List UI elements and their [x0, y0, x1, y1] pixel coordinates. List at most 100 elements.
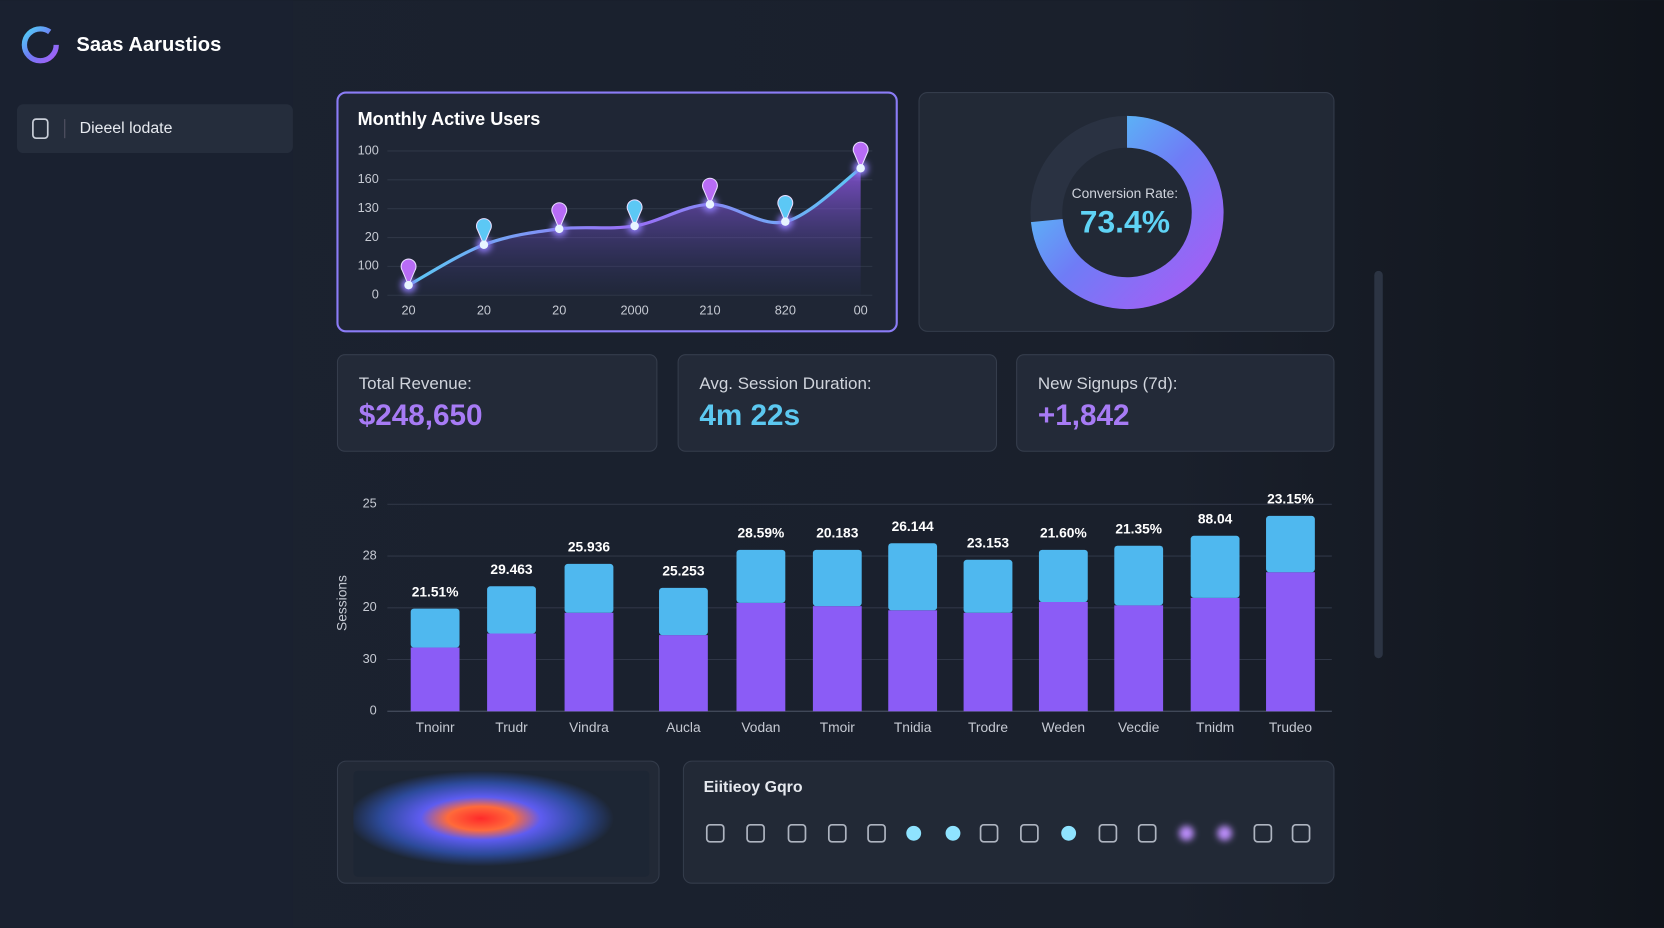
bar-segment: [812, 606, 862, 712]
bar-segment: [736, 549, 786, 603]
tool-icon: [787, 823, 807, 843]
y-tick-label: 20: [365, 229, 379, 244]
point-pin: [475, 218, 492, 247]
bar-annotation: 26.144: [892, 519, 934, 534]
point-pin: [551, 202, 568, 231]
kpi-label: New Signups (7d):: [1038, 374, 1178, 393]
point-pin: [777, 195, 794, 224]
bar-annotation: 23.15%: [1267, 492, 1314, 507]
x-tick-label: Trudeo: [1269, 720, 1312, 735]
bar-segment: [659, 587, 708, 636]
bar-segment: [888, 610, 938, 712]
tool-knob: [1061, 825, 1077, 841]
bar-segment: [410, 608, 460, 648]
tool-icon: [1098, 823, 1118, 843]
x-tick-label: Vodan: [741, 720, 780, 735]
x-tick-label: 2000: [620, 303, 648, 318]
tool-icon: [746, 823, 765, 843]
x-tick-label: Weden: [1042, 720, 1085, 735]
y-tick-label: 30: [363, 651, 377, 666]
donut-label: Conversion Rate:: [1072, 186, 1178, 201]
y-tick-label: 0: [372, 287, 379, 302]
x-tick-label: 00: [854, 303, 868, 318]
kpi-value: +1,842: [1038, 399, 1130, 432]
bar-segment: [1266, 515, 1315, 573]
point: [781, 217, 790, 226]
bar-segment: [487, 586, 536, 634]
bar-segment: [1190, 535, 1240, 598]
bar-annotation: 25.253: [662, 564, 704, 579]
x-tick-label: Tnidia: [894, 720, 932, 735]
tool-icon: [979, 823, 999, 843]
y-tick-label: 25: [363, 496, 377, 511]
kpi-value: 4m 22s: [699, 399, 800, 432]
y-tick-label: 0: [370, 703, 377, 718]
bar-segment: [812, 549, 862, 607]
bar-segment: [963, 612, 1013, 712]
bar-segment: [1190, 597, 1240, 712]
nav-item[interactable]: [16, 104, 293, 154]
kpi-card: [1016, 354, 1335, 452]
bar-annotation: 21.60%: [1040, 526, 1087, 541]
bar-annotation: 88.04: [1198, 512, 1233, 527]
toolbar-title: Eiitieoy Gqro: [704, 779, 803, 796]
point-pin: [626, 199, 643, 228]
bar-segment: [888, 543, 938, 611]
tool-dot: [1217, 825, 1233, 841]
bar-segment: [1114, 545, 1164, 606]
bar-annotation: 29.463: [490, 562, 532, 577]
tool-icon: [827, 823, 847, 843]
y-tick-label: 20: [363, 599, 377, 614]
bar-segment: [564, 612, 614, 712]
tool-knob: [906, 825, 922, 841]
bar-segment: [1114, 605, 1164, 712]
y-tick-label: 100: [358, 258, 379, 273]
nav-icon: [32, 118, 49, 140]
donut-value: 73.4%: [1080, 204, 1170, 240]
bar-segment: [1038, 549, 1088, 603]
bar-annotation: 23.153: [967, 536, 1009, 551]
bar-annotation: 28.59%: [738, 526, 785, 541]
x-tick-label: Trodre: [968, 720, 1008, 735]
y-axis-label: Sessions: [334, 575, 349, 631]
tool-icon: [867, 823, 886, 843]
bar-segment: [1266, 572, 1315, 712]
x-tick-label: Trudr: [495, 720, 528, 735]
nav-label[interactable]: Dieeel lodate: [80, 120, 173, 137]
donut-card: [918, 92, 1335, 332]
bar-annotation: 25.936: [568, 540, 610, 555]
point-pin: [852, 141, 869, 170]
y-tick-label: 160: [358, 171, 379, 186]
bar-segment: [410, 647, 460, 712]
sidebar: [0, 0, 293, 928]
point-pin: [702, 177, 718, 206]
brand-name: Saas Aarustios: [76, 34, 221, 56]
bar-segment: [1038, 602, 1088, 712]
toolbar-card: [682, 760, 1335, 884]
kpi-value: $248,650: [359, 399, 483, 432]
tool-icon: [705, 823, 725, 843]
x-tick-label: 20: [401, 303, 415, 318]
tool-icon: [1253, 823, 1273, 843]
bar-segment: [564, 563, 614, 613]
x-tick-label: 820: [775, 303, 796, 318]
x-tick-label: 20: [552, 303, 566, 318]
point: [479, 240, 489, 249]
point: [705, 200, 715, 209]
donut-arc: [1030, 115, 1224, 310]
tool-knob: [945, 825, 961, 841]
point: [555, 224, 564, 234]
tool-icon: [1137, 823, 1157, 843]
bar-annotation: 21.35%: [1115, 521, 1162, 536]
tool-dot: [1179, 825, 1194, 841]
scrollbar[interactable]: [1374, 270, 1383, 659]
x-tick-label: Tnoinr: [416, 720, 455, 735]
bar-segment: [659, 635, 708, 712]
bar-segment: [963, 559, 1013, 613]
y-tick-label: 130: [358, 200, 379, 215]
x-tick-label: Vecdie: [1118, 720, 1160, 735]
bar-annotation: 21.51%: [412, 584, 459, 599]
x-tick-label: 20: [477, 303, 491, 318]
point: [404, 280, 413, 290]
